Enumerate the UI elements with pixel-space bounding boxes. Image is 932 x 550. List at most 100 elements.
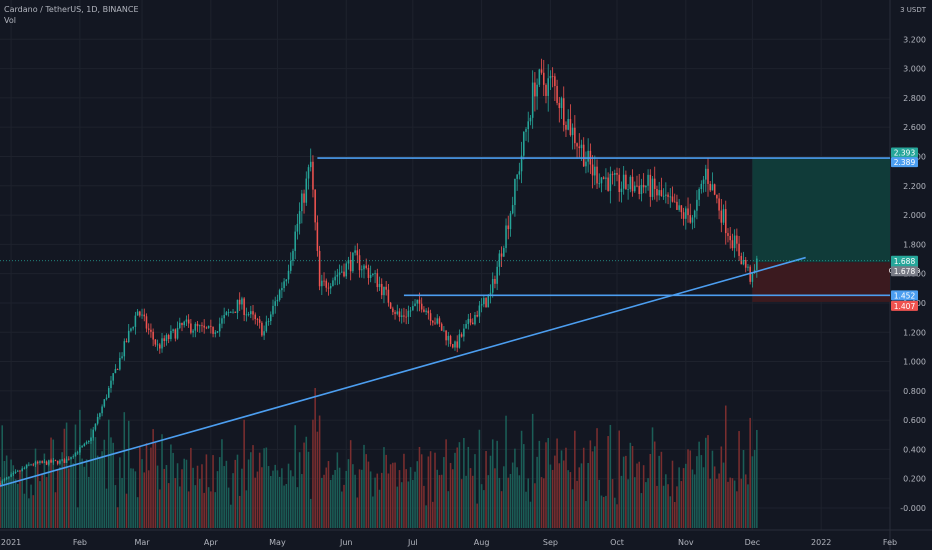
- candle-body: [707, 168, 709, 184]
- price-label-level: 2.389: [894, 158, 916, 167]
- candle-body: [185, 319, 188, 322]
- volume-bar: [565, 447, 567, 528]
- volume-bar: [143, 472, 146, 528]
- candle-body: [423, 309, 425, 312]
- ascending-trendline: [0, 256, 806, 487]
- candle-body: [143, 314, 146, 317]
- volume-bar: [34, 448, 37, 528]
- volume-bar: [245, 490, 248, 528]
- candle-body: [705, 168, 707, 180]
- volume-bar: [618, 430, 621, 528]
- candle-body: [636, 185, 638, 187]
- candle-body: [296, 223, 299, 232]
- candle-body: [460, 334, 463, 337]
- candle-body: [625, 174, 627, 190]
- candle-body: [720, 210, 723, 223]
- candle-body: [451, 344, 454, 348]
- y-tick-label: 0.800: [903, 387, 926, 396]
- volume-bar: [154, 442, 157, 528]
- candle-body: [132, 326, 134, 329]
- candle-body: [416, 299, 419, 304]
- candle-body: [576, 143, 578, 147]
- candle-body: [667, 194, 669, 197]
- x-tick-label: Dec: [745, 538, 760, 547]
- candle-body: [529, 117, 532, 122]
- volume-bar: [119, 457, 121, 528]
- candle-body: [170, 330, 172, 340]
- candle-body: [70, 457, 72, 460]
- candle-body: [236, 299, 239, 313]
- candle-body: [172, 329, 174, 331]
- candle-body: [314, 189, 316, 223]
- candle-body: [429, 313, 432, 321]
- volume-bar: [96, 455, 99, 528]
- candle-body: [161, 338, 163, 349]
- volume-bar: [394, 462, 396, 528]
- candle-body: [59, 460, 61, 464]
- candle-body: [230, 312, 232, 313]
- candle-body: [332, 280, 334, 286]
- candle-body: [56, 460, 59, 464]
- volume-bar: [429, 451, 432, 528]
- volume-bar: [147, 470, 150, 528]
- candle-body: [218, 323, 221, 332]
- volume-bar: [445, 439, 447, 528]
- volume-bar: [99, 457, 101, 528]
- volume-bar: [323, 474, 325, 528]
- candle-body: [551, 75, 554, 77]
- volume-bar: [640, 493, 643, 528]
- candle-body: [261, 322, 263, 336]
- symbol-title[interactable]: Cardano / TetherUS, 1D, BINANCE: [4, 5, 139, 14]
- candle-body: [212, 326, 214, 334]
- candle-body: [627, 189, 629, 190]
- candle-body: [123, 341, 126, 357]
- candle-body: [30, 464, 32, 466]
- volume-bar: [28, 498, 30, 528]
- candle-body: [183, 321, 185, 326]
- volume-bar: [256, 471, 259, 528]
- x-tick-label: Sep: [543, 538, 558, 547]
- volume-bar: [41, 474, 43, 528]
- volume-bar: [465, 475, 467, 528]
- candle-body: [156, 344, 159, 346]
- x-tick-label: Feb: [883, 538, 897, 547]
- candle-body: [374, 273, 376, 275]
- y-tick-label: 3.000: [903, 65, 926, 74]
- candle-body: [345, 263, 348, 277]
- candle-body: [294, 231, 296, 251]
- candle-body: [283, 281, 285, 289]
- x-tick-label: Feb: [73, 538, 87, 547]
- volume-bar: [316, 431, 319, 528]
- volume-bar: [347, 459, 350, 528]
- candle-body: [341, 271, 343, 273]
- candle-body: [96, 416, 99, 424]
- volume-bar: [547, 437, 549, 528]
- volume-bar: [247, 459, 250, 528]
- candle-body: [638, 185, 640, 195]
- candle-body: [534, 82, 536, 97]
- volume-bar: [360, 469, 363, 528]
- candle-body: [12, 472, 15, 475]
- price-label-entry: 1.678: [894, 267, 916, 276]
- volume-bar: [63, 428, 66, 528]
- candle-body: [400, 315, 403, 317]
- volume-bar: [658, 455, 660, 528]
- volume-bar: [731, 478, 734, 528]
- candle-body: [629, 176, 632, 190]
- candle-body: [50, 460, 52, 463]
- volume-bar: [309, 498, 312, 528]
- candle-body: [494, 279, 496, 284]
- candle-body: [598, 183, 601, 185]
- candle-body: [540, 69, 543, 73]
- candle-body: [554, 76, 556, 87]
- candle-body: [585, 161, 587, 167]
- candle-body: [16, 470, 19, 472]
- candle-body: [272, 305, 274, 315]
- volume-label[interactable]: Vol: [4, 16, 16, 25]
- volume-bar: [642, 465, 645, 528]
- x-tick-label: Mar: [134, 538, 150, 547]
- volume-bar: [523, 444, 525, 528]
- volume-bar: [121, 477, 123, 528]
- candle-body: [263, 331, 265, 336]
